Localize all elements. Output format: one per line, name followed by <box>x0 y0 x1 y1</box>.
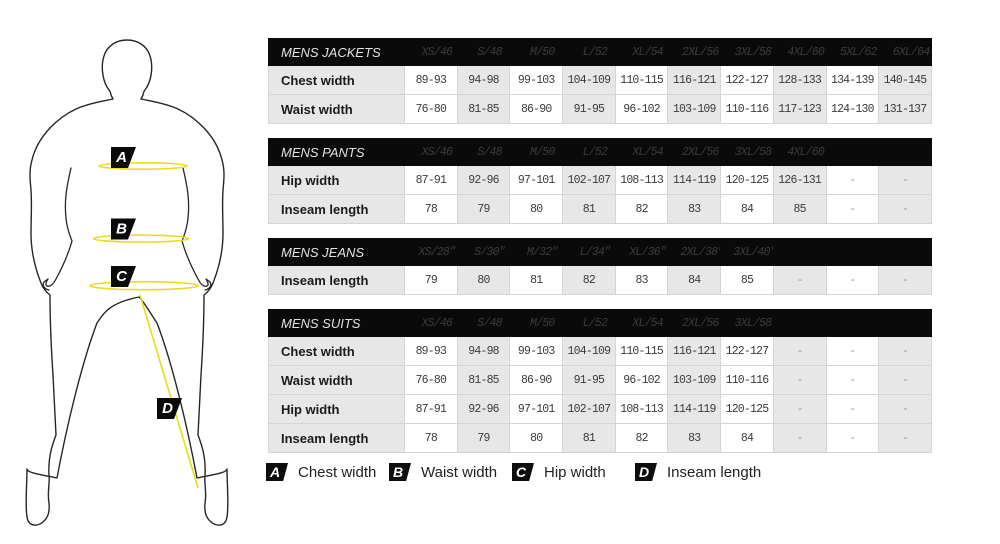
svg-text:C: C <box>116 268 128 285</box>
svg-text:A: A <box>115 149 127 166</box>
svg-text:B: B <box>116 221 127 238</box>
svg-text:D: D <box>162 400 173 417</box>
